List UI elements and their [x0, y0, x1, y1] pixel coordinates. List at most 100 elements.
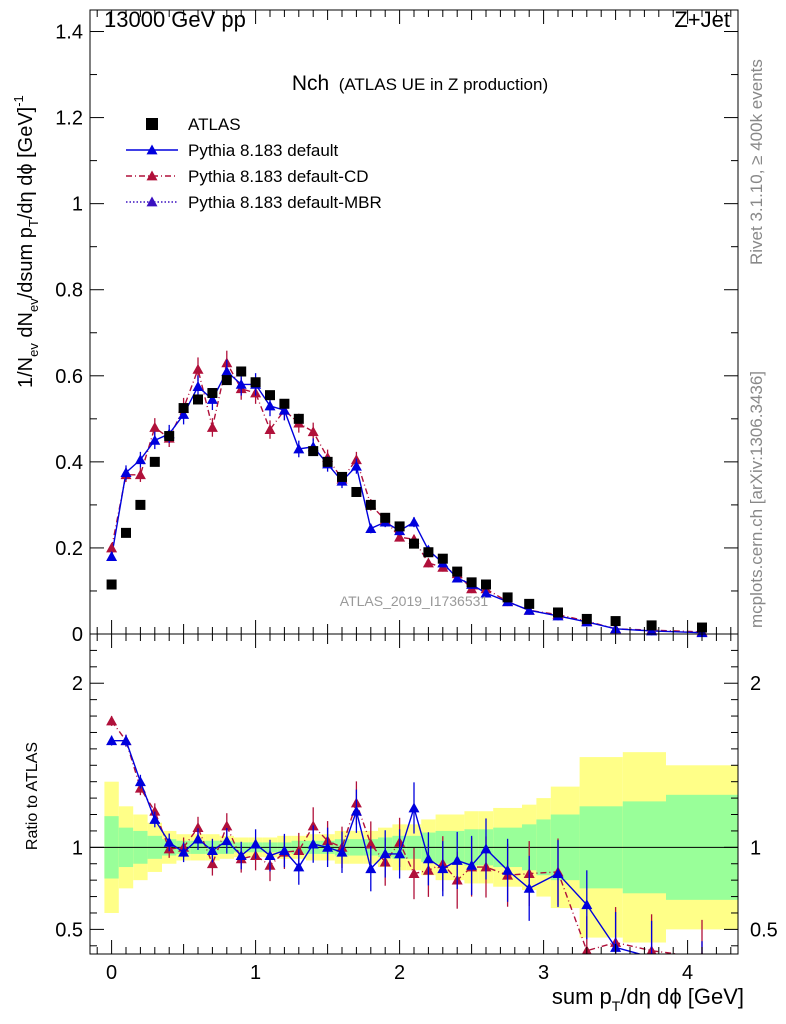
ratio-xtick-label: 2 [394, 962, 405, 984]
ratio-default-point [379, 848, 391, 859]
ratio-default-point [278, 845, 290, 856]
atlas-point [135, 499, 146, 510]
ratio-default-point [523, 882, 535, 893]
ratio-default-point [552, 868, 564, 878]
ratio-default-point [235, 850, 247, 860]
ratio-default-point [581, 899, 593, 910]
ratio-default-point [163, 836, 175, 847]
cd-point [307, 426, 319, 437]
main-ytick-label: 0.4 [55, 452, 83, 474]
cd-point [134, 469, 146, 480]
ratio-panel: 0.5 0.5 1 1 2 2 0 1 2 3 4 [55, 633, 778, 984]
atlas-point [437, 553, 448, 564]
atlas-point [466, 577, 477, 588]
ratio-xtick-label: 3 [538, 962, 549, 984]
ratio-ytick-label: 0.5 [55, 919, 83, 941]
ratio-cd-point [365, 838, 377, 849]
ratio-default-point [466, 859, 478, 870]
ratio-cd-point [408, 868, 420, 878]
legend-label: Pythia 8.183 default [188, 141, 339, 160]
atlas-point [164, 431, 175, 442]
atlas-point [193, 394, 203, 405]
ratio-ytick-label-right: 1 [750, 837, 761, 859]
main-ytick-label: 0.2 [55, 538, 83, 560]
ratio-default-point [206, 845, 218, 856]
atlas-point [337, 471, 347, 482]
series-line [110, 370, 703, 634]
ratio-default-point [307, 838, 319, 849]
ratio-default-point [293, 861, 305, 872]
default-point [293, 443, 305, 454]
ratio-default-point [149, 813, 161, 824]
default-point [523, 604, 535, 615]
ratio-default-point [394, 848, 406, 859]
ratio-cd-line [111, 720, 683, 954]
default-point [365, 523, 377, 533]
legend-marker [146, 144, 158, 155]
atlas-point [207, 388, 218, 399]
atlas-point [279, 398, 290, 409]
ratio-default-point [120, 735, 132, 746]
ratio-default-point [408, 802, 420, 813]
cd-point [149, 421, 161, 432]
ratio-default-point [178, 846, 190, 857]
ratio-default-point [322, 841, 334, 852]
default-point [178, 409, 190, 419]
atlas-point [524, 598, 535, 609]
legend-marker [146, 196, 158, 207]
ratio-ytick-label: 2 [72, 673, 83, 695]
atlas-point [423, 547, 434, 558]
ratio-default-point [365, 863, 377, 874]
ratio-default-point [437, 863, 449, 874]
atlas-point [610, 616, 621, 627]
atlas-point [481, 579, 491, 590]
ratio-xtick-label: 0 [106, 962, 117, 984]
main-ytick-label: 0.6 [55, 366, 83, 388]
cd-point [264, 424, 276, 434]
main-watermark: ATLAS_2019_I1736531 [340, 593, 489, 609]
ratio-cd-point [106, 715, 118, 726]
ratio-ylabel: Ratio to ATLAS [24, 742, 41, 850]
cd-point [422, 557, 434, 568]
cd-point [206, 421, 218, 432]
atlas-point [646, 620, 657, 631]
atlas-point [149, 456, 160, 467]
ratio-default-point [264, 850, 276, 860]
default-point [206, 393, 218, 404]
ratio-cd-point [206, 858, 218, 869]
ratio-ytick-label-right: 2 [750, 673, 761, 695]
atlas-point [380, 512, 391, 523]
main-ytick-label: 0 [72, 624, 83, 646]
atlas-point [221, 375, 232, 386]
atlas-point [351, 486, 362, 497]
ratio-xtick-label: 4 [682, 962, 693, 984]
atlas-point [581, 613, 592, 624]
atlas-point [365, 499, 376, 510]
atlas-point [236, 366, 247, 377]
default-point [408, 516, 420, 527]
ratio-default-point [250, 838, 262, 849]
ratio-default-point [697, 973, 708, 983]
ratio-cd-point [221, 820, 233, 831]
header-energy: 13000 GeV pp [104, 7, 246, 32]
atlas-point [502, 592, 513, 603]
main-ytick-label: 1.4 [55, 22, 83, 44]
default-point [350, 460, 362, 471]
default-point [451, 572, 463, 583]
series-line [110, 360, 703, 633]
xlabel: sum pT/dη dϕ [GeV] [552, 984, 744, 1014]
atlas-point [250, 377, 261, 388]
ratio-default-line [111, 739, 643, 954]
default-point [192, 381, 204, 391]
default-point [480, 587, 492, 598]
atlas-point [394, 521, 405, 532]
atlas-point [553, 607, 563, 618]
default-point [264, 400, 276, 411]
ratio-default-point [221, 835, 233, 846]
atlas-point [178, 403, 189, 414]
default-point [221, 365, 233, 376]
default-point [134, 454, 146, 465]
ratio-ytick-label-right: 0.5 [750, 919, 778, 941]
main-panel: 0 0.2 0.4 0.6 0.8 1 1.2 1.4 Nch (ATLAS UE in Z … [55, 9, 739, 646]
atlas-point [452, 566, 463, 577]
